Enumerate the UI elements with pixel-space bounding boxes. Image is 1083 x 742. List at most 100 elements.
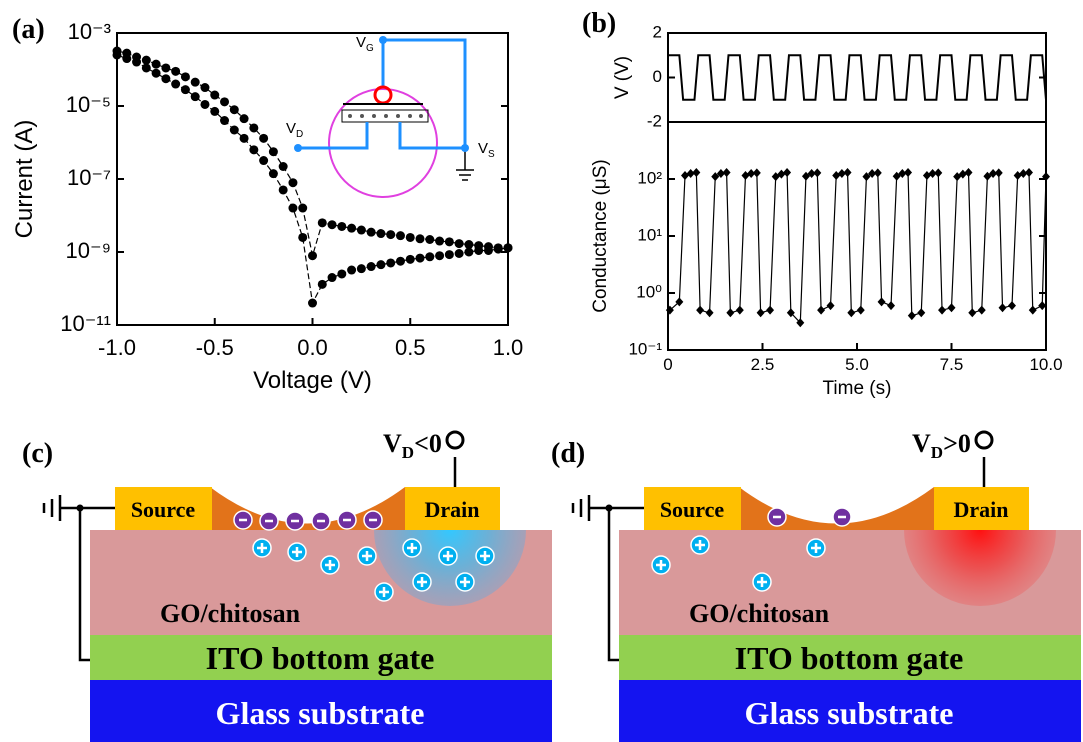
data-point bbox=[416, 254, 425, 263]
data-point bbox=[445, 237, 454, 246]
annotation-sub: S bbox=[488, 149, 495, 160]
data-point bbox=[978, 306, 986, 315]
data-point bbox=[827, 301, 835, 310]
data-point bbox=[435, 251, 444, 260]
x-axis-title: Voltage (V) bbox=[253, 367, 372, 394]
data-point bbox=[328, 220, 337, 229]
data-point bbox=[696, 306, 704, 315]
data-point bbox=[220, 97, 229, 106]
wire-node bbox=[77, 505, 84, 512]
y-tick-label: 10⁻¹¹ bbox=[60, 311, 111, 336]
data-point bbox=[416, 234, 425, 243]
series-line bbox=[117, 55, 508, 303]
data-point bbox=[288, 204, 297, 213]
data-point bbox=[181, 72, 190, 81]
data-point bbox=[298, 204, 307, 213]
substrate-label: Glass substrate bbox=[745, 695, 954, 731]
data-point bbox=[692, 168, 700, 177]
y-axis-title: Conductance (μS) bbox=[590, 159, 611, 313]
data-point bbox=[152, 60, 161, 69]
data-point bbox=[874, 168, 882, 177]
panel-label: (d) bbox=[551, 438, 585, 469]
annotation: VD bbox=[286, 120, 303, 140]
data-point bbox=[386, 258, 395, 267]
panel-label: (c) bbox=[22, 438, 53, 469]
data-point bbox=[464, 248, 473, 257]
data-point bbox=[240, 114, 249, 123]
x-tick-label: 10.0 bbox=[1029, 355, 1062, 374]
data-point bbox=[132, 58, 141, 67]
panel-label: (b) bbox=[582, 8, 616, 39]
terminal-text: V bbox=[912, 429, 931, 458]
data-point bbox=[318, 218, 327, 227]
series-line bbox=[670, 173, 1046, 323]
terminal-sub: D bbox=[931, 443, 943, 462]
data-point bbox=[269, 169, 278, 178]
data-point bbox=[259, 156, 268, 165]
x-tick-label: -0.5 bbox=[196, 335, 234, 360]
x-tick-label: 5.0 bbox=[845, 355, 869, 374]
data-point bbox=[259, 134, 268, 143]
y-tick-label: -2 bbox=[647, 111, 662, 130]
x-tick-label: 0.5 bbox=[395, 335, 426, 360]
data-point bbox=[817, 306, 825, 315]
inset-circuit bbox=[294, 36, 474, 197]
terminal-text: V bbox=[383, 429, 402, 458]
terminal-label: VD>0 bbox=[912, 429, 971, 462]
data-point bbox=[445, 250, 454, 259]
drain-terminal bbox=[447, 432, 463, 448]
data-point bbox=[484, 246, 493, 255]
gate-label: ITO bottom gate bbox=[735, 640, 964, 676]
plot-frame bbox=[117, 33, 508, 325]
y-tick-label: 10⁻³ bbox=[68, 19, 111, 44]
data-point bbox=[181, 85, 190, 94]
data-point bbox=[474, 246, 483, 255]
gate-label: ITO bottom gate bbox=[206, 640, 435, 676]
data-point bbox=[367, 228, 376, 237]
data-point bbox=[210, 91, 219, 100]
y-tick-label: 10¹ bbox=[637, 225, 662, 244]
x-tick-label: 0.0 bbox=[297, 335, 328, 360]
series-line bbox=[668, 55, 1046, 100]
x-tick-label: 0 bbox=[663, 355, 672, 374]
x-tick-label: -1.0 bbox=[98, 335, 136, 360]
x-tick-label: 1.0 bbox=[493, 335, 524, 360]
y-tick-label: 10⁻⁵ bbox=[66, 92, 111, 117]
substrate-label: Glass substrate bbox=[216, 695, 425, 731]
data-point bbox=[347, 224, 356, 233]
data-point bbox=[200, 100, 209, 109]
data-point bbox=[1025, 168, 1033, 177]
source-label: Source bbox=[660, 497, 725, 522]
data-point bbox=[161, 74, 170, 83]
data-point bbox=[210, 107, 219, 116]
layer-label: GO/chitosan bbox=[160, 599, 301, 628]
figure: 10⁻¹¹10⁻⁹10⁻⁷10⁻⁵10⁻³-1.0-0.50.00.51.0Vo… bbox=[0, 0, 1083, 742]
data-point bbox=[948, 303, 956, 312]
data-point bbox=[934, 168, 942, 177]
data-point bbox=[376, 229, 385, 238]
data-point bbox=[191, 78, 200, 87]
data-point bbox=[269, 147, 278, 156]
data-point bbox=[1029, 306, 1037, 315]
data-point bbox=[723, 168, 731, 177]
annotation: VS bbox=[478, 140, 495, 160]
terminal-label: VD<0 bbox=[383, 429, 442, 462]
y-tick-label: 2 bbox=[653, 22, 662, 41]
data-point bbox=[347, 266, 356, 275]
data-point bbox=[455, 239, 464, 248]
data-point bbox=[965, 168, 973, 177]
data-point bbox=[200, 83, 209, 92]
y-tick-label: 0 bbox=[653, 67, 662, 86]
annotation-text: V bbox=[356, 34, 366, 51]
data-point bbox=[288, 178, 297, 187]
data-point bbox=[152, 69, 161, 78]
y-tick-label: 10⁻⁷ bbox=[67, 165, 111, 190]
data-point bbox=[240, 134, 249, 143]
wire-node bbox=[606, 505, 613, 512]
data-point bbox=[995, 168, 1003, 177]
data-point bbox=[813, 168, 821, 177]
data-point bbox=[396, 257, 405, 266]
data-point bbox=[396, 231, 405, 240]
y-axis-title: V (V) bbox=[612, 56, 633, 99]
terminal-sub: D bbox=[402, 443, 414, 462]
